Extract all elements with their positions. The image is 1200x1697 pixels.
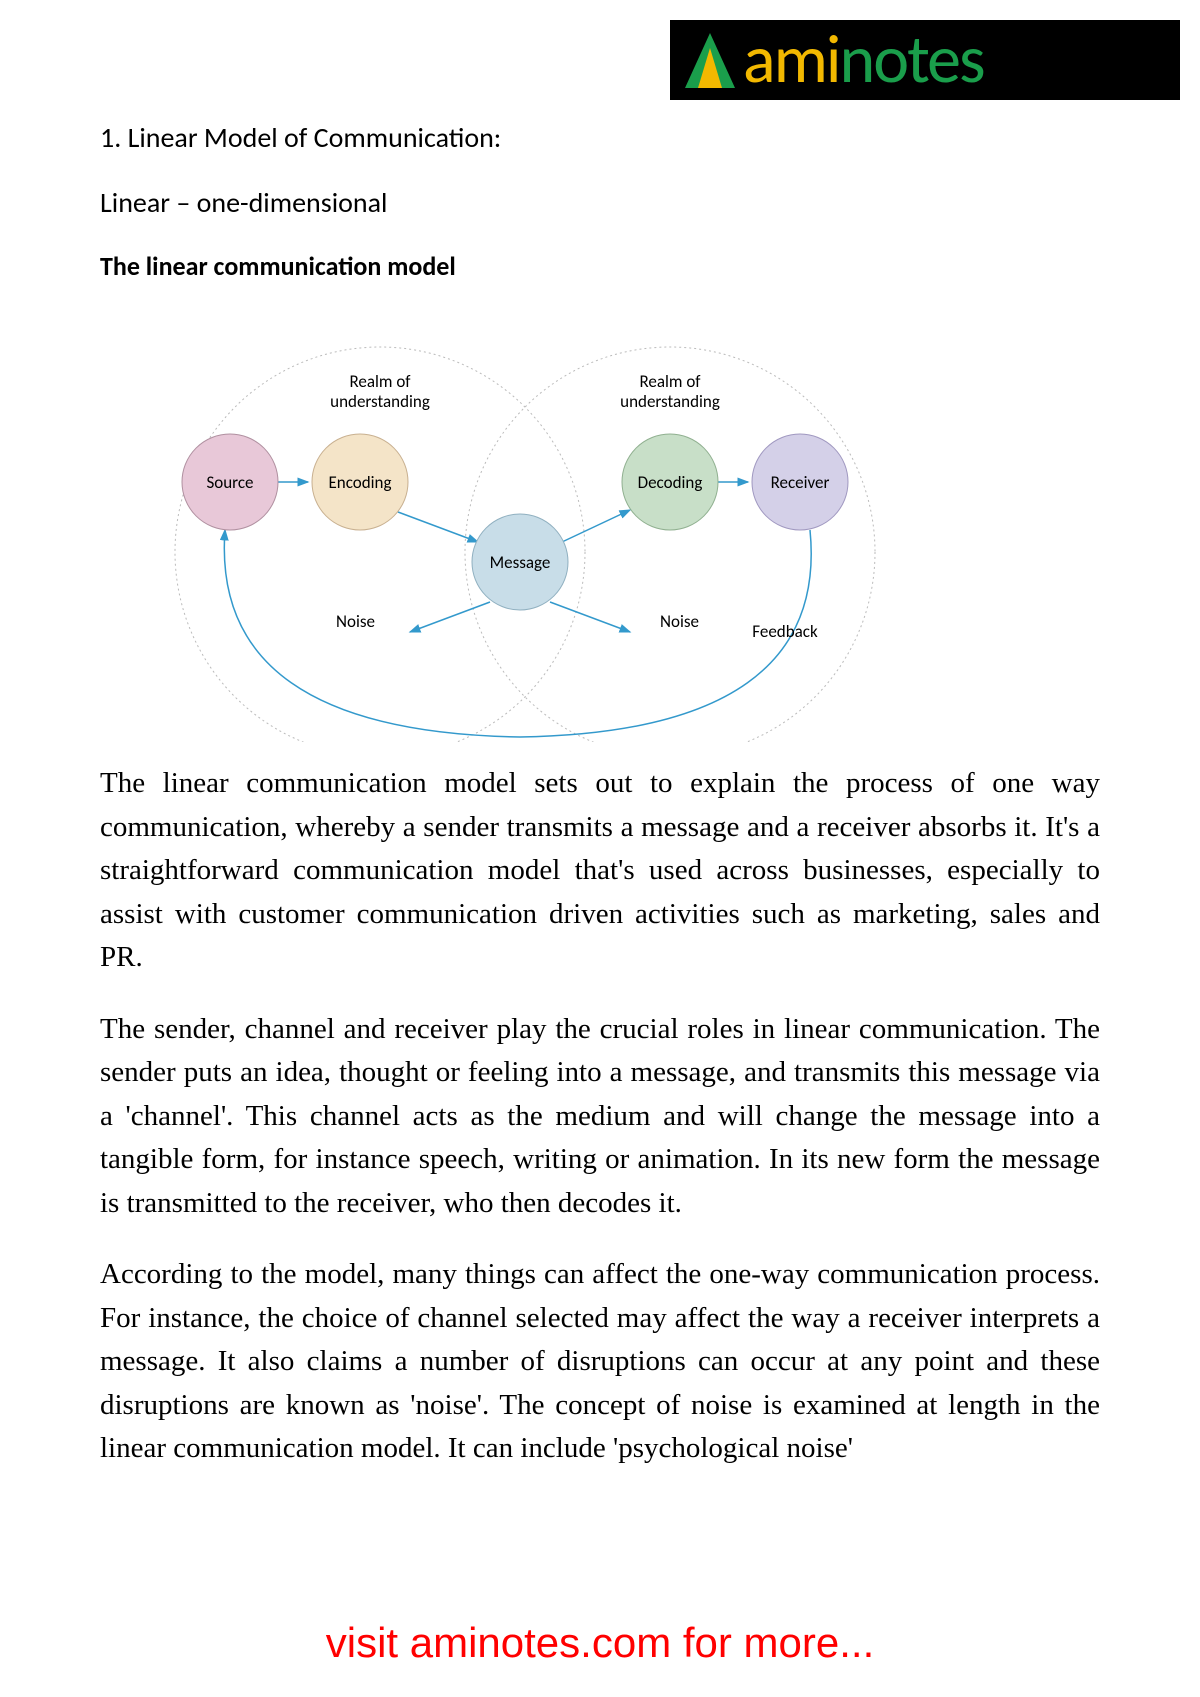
paragraph-3: According to the model, many things can … [100, 1253, 1100, 1471]
paragraph-2: The sender, channel and receiver play th… [100, 1008, 1100, 1226]
feedback-label: Feedback [752, 621, 818, 642]
logo-part1: ami [743, 18, 840, 101]
communication-diagram: Realm of understanding Realm of understa… [130, 292, 910, 742]
diagram-title: The linear communication model [100, 250, 1100, 282]
logo-banner: aminotes [670, 20, 1180, 100]
footer-link[interactable]: visit aminotes.com for more... [0, 1619, 1200, 1667]
logo-part2: notes [840, 18, 984, 101]
realm-left-label-1: Realm of [349, 371, 411, 392]
arrow-noise-left [410, 602, 490, 632]
realm-left-label-2: understanding [330, 391, 430, 412]
noise-right-label: Noise [660, 611, 699, 632]
arrow-encoding-message [398, 512, 478, 542]
node-source-label: Source [206, 472, 253, 493]
diagram-svg: Realm of understanding Realm of understa… [130, 292, 910, 742]
node-encoding-label: Encoding [328, 472, 391, 493]
arrow-noise-right [550, 602, 630, 632]
logo-text: aminotes [743, 26, 984, 94]
node-decoding-label: Decoding [638, 472, 703, 493]
noise-left-label: Noise [336, 611, 375, 632]
arrow-message-decoding [562, 510, 630, 542]
paragraph-1: The linear communication model sets out … [100, 762, 1100, 980]
realm-right-label-2: understanding [620, 391, 720, 412]
content: 1. Linear Model of Communication: Linear… [100, 120, 1100, 1471]
page: aminotes 1. Linear Model of Communicatio… [0, 0, 1200, 1697]
logo-icon [685, 33, 735, 88]
section-heading: 1. Linear Model of Communication: [100, 120, 1100, 155]
realm-right-label-1: Realm of [639, 371, 701, 392]
node-receiver-label: Receiver [771, 472, 830, 493]
node-message-label: Message [490, 552, 551, 573]
section-subheading: Linear – one-dimensional [100, 185, 1100, 220]
